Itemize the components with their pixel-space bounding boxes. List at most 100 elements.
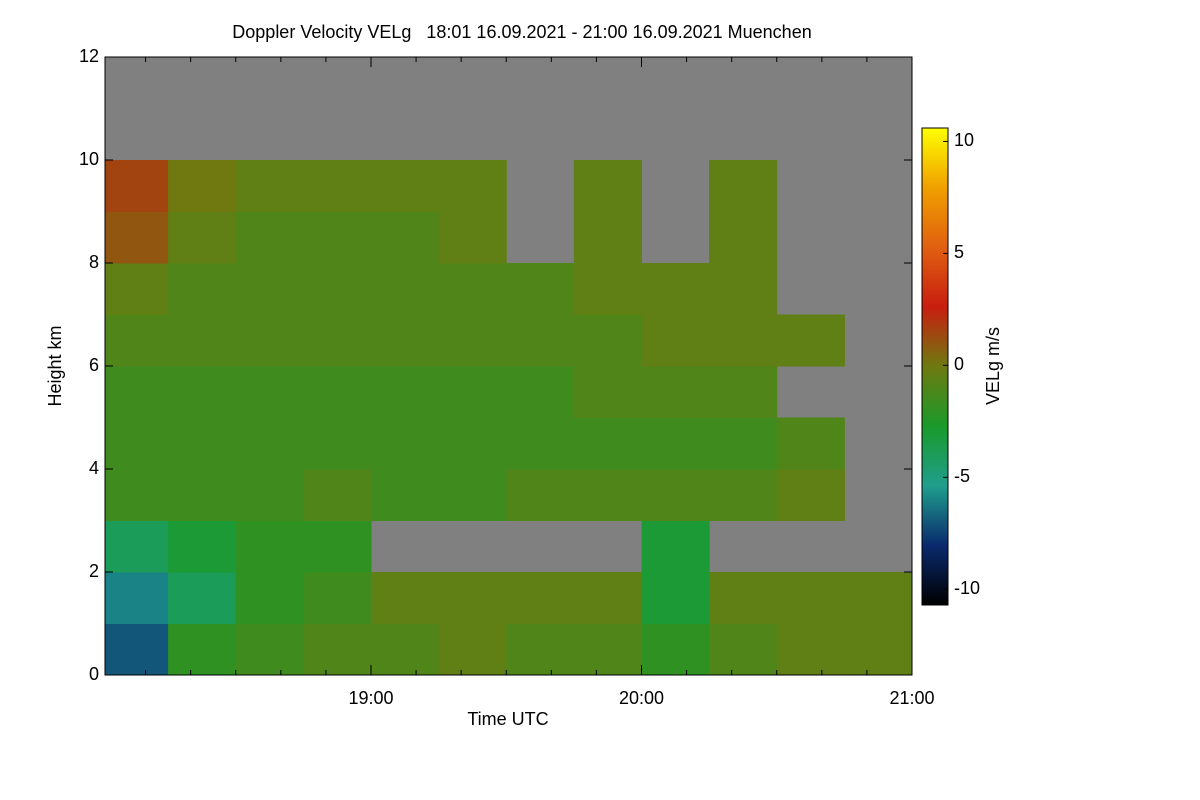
cell	[506, 314, 575, 367]
cell	[105, 366, 169, 418]
y-tick-label: 4	[89, 458, 99, 478]
colorbar-label: VELg m/s	[983, 327, 1003, 405]
cell	[506, 469, 575, 521]
cell	[105, 211, 169, 264]
cell	[370, 263, 440, 315]
cell	[844, 623, 913, 676]
cell	[641, 417, 710, 470]
cell	[709, 572, 778, 624]
cell	[235, 623, 304, 676]
colorbar	[921, 127, 949, 606]
cell	[303, 263, 372, 315]
cell	[235, 314, 304, 367]
cell	[709, 623, 778, 676]
cell	[370, 314, 440, 367]
cell	[573, 623, 642, 676]
y-tick-label: 0	[89, 664, 99, 684]
cell	[235, 572, 304, 624]
cell	[303, 366, 372, 418]
cell	[370, 417, 440, 470]
cell	[709, 469, 778, 521]
cell	[168, 211, 237, 264]
cell	[506, 417, 575, 470]
cell	[573, 572, 642, 624]
cell	[438, 572, 507, 624]
cell	[641, 366, 710, 418]
cell	[168, 469, 237, 521]
colorbar-tick-label: 5	[954, 242, 964, 262]
cell	[573, 160, 642, 212]
cell	[506, 623, 575, 676]
cell	[709, 160, 778, 212]
cell	[370, 211, 440, 264]
cell	[641, 469, 710, 521]
cell	[303, 520, 372, 573]
cell	[709, 314, 778, 367]
chart-title: Doppler Velocity VELg 18:01 16.09.2021 -…	[232, 22, 811, 42]
colorbar-tick-label: 10	[954, 130, 974, 150]
cell	[641, 263, 710, 315]
cell	[235, 469, 304, 521]
cell	[776, 572, 845, 624]
y-tick-label: 8	[89, 252, 99, 272]
cell	[573, 263, 642, 315]
colorbar-tick-label: -5	[954, 466, 970, 486]
x-tick-label: 21:00	[889, 688, 934, 708]
cell	[641, 623, 710, 676]
colorbar-tick-label: 0	[954, 354, 964, 374]
cell	[105, 469, 169, 521]
x-tick-label: 19:00	[348, 688, 393, 708]
y-tick-label: 2	[89, 561, 99, 581]
x-tick-label: 20:00	[619, 688, 664, 708]
cell	[709, 366, 778, 418]
cell	[105, 623, 169, 676]
cell	[438, 263, 507, 315]
cell	[506, 263, 575, 315]
cell	[641, 572, 710, 624]
cell	[168, 160, 237, 212]
cell	[438, 314, 507, 367]
cell	[168, 572, 237, 624]
cell	[235, 211, 304, 264]
cell	[303, 572, 372, 624]
cell	[168, 623, 237, 676]
cell	[105, 572, 169, 624]
cell	[776, 623, 845, 676]
cell	[573, 366, 642, 418]
cell	[506, 366, 575, 418]
cell	[506, 572, 575, 624]
cell	[303, 211, 372, 264]
cell	[573, 211, 642, 264]
cell	[105, 417, 169, 470]
cell	[105, 520, 169, 573]
cell	[370, 160, 440, 212]
cell	[438, 417, 507, 470]
cell	[168, 417, 237, 470]
y-tick-label: 10	[79, 149, 99, 169]
cell	[844, 572, 913, 624]
y-axis-label: Height km	[45, 325, 65, 406]
cell	[235, 263, 304, 315]
cell	[573, 469, 642, 521]
cell	[438, 160, 507, 212]
cell	[438, 469, 507, 521]
y-tick-label: 6	[89, 355, 99, 375]
cell	[370, 366, 440, 418]
cell	[641, 314, 710, 367]
cell	[776, 314, 845, 367]
cell	[303, 160, 372, 212]
cell	[573, 417, 642, 470]
x-axis-label: Time UTC	[467, 709, 548, 729]
cell	[709, 417, 778, 470]
cell	[438, 623, 507, 676]
cell	[235, 520, 304, 573]
cell	[105, 314, 169, 367]
cell	[370, 623, 440, 676]
cell	[303, 314, 372, 367]
cell	[370, 469, 440, 521]
cell	[168, 314, 237, 367]
cell	[776, 469, 845, 521]
cell	[235, 160, 304, 212]
cell	[776, 417, 845, 470]
